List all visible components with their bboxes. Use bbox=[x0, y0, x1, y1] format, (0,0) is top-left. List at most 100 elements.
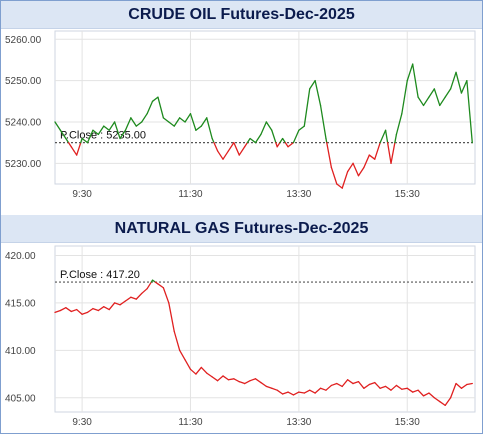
price-line-segment bbox=[157, 283, 165, 289]
price-line-segment bbox=[162, 117, 170, 123]
price-line-segment bbox=[124, 296, 132, 302]
price-line-segment bbox=[386, 141, 392, 164]
price-line-segment bbox=[271, 387, 278, 391]
price-line-segment bbox=[97, 125, 105, 136]
price-line-segment bbox=[374, 141, 381, 160]
price-line-segment bbox=[346, 379, 354, 385]
price-line-segment bbox=[249, 137, 257, 144]
price-line-segment bbox=[325, 137, 328, 144]
y-tick-label: 5240.00 bbox=[5, 117, 42, 128]
price-line-segment bbox=[92, 307, 100, 312]
price-line-segment bbox=[284, 141, 289, 148]
price-line-segment bbox=[168, 302, 175, 333]
price-line-segment bbox=[336, 183, 343, 189]
price-line-segment bbox=[222, 375, 230, 381]
price-line-segment bbox=[279, 137, 284, 144]
price-line-segment bbox=[265, 385, 273, 389]
price-line-segment bbox=[119, 129, 127, 140]
price-line-segment bbox=[113, 121, 121, 140]
price-line-segment bbox=[216, 150, 224, 160]
price-line-segment bbox=[352, 380, 360, 385]
price-line-segment bbox=[195, 125, 202, 131]
price-line-segment bbox=[303, 389, 311, 394]
price-line-segment bbox=[65, 307, 72, 313]
price-line-segment bbox=[59, 129, 67, 140]
price-line-segment bbox=[162, 287, 170, 304]
price-line-segment bbox=[325, 384, 333, 391]
x-tick-label: 9:30 bbox=[72, 417, 92, 428]
price-line-segment bbox=[341, 170, 349, 189]
chart-title: CRUDE OIL Futures-Dec-2025 bbox=[1, 1, 482, 29]
price-line-segment bbox=[314, 79, 322, 107]
price-line-segment bbox=[374, 381, 381, 389]
price-line-segment bbox=[200, 366, 208, 374]
price-line-segment bbox=[394, 133, 398, 144]
price-line-segment bbox=[287, 391, 295, 396]
plot-area bbox=[54, 245, 476, 413]
price-line-segment bbox=[449, 71, 457, 90]
price-line-segment bbox=[395, 384, 403, 390]
y-tick-label: 405.00 bbox=[5, 393, 36, 404]
price-line-segment bbox=[178, 349, 186, 361]
price-line-segment bbox=[249, 378, 257, 382]
price-line-segment bbox=[384, 385, 392, 391]
y-tick-label: 415.00 bbox=[5, 298, 36, 309]
price-line-segment bbox=[352, 162, 360, 177]
price-line-segment bbox=[146, 281, 152, 290]
price-line-segment bbox=[173, 117, 181, 127]
prev-close-label: P.Close : 417.20 bbox=[60, 269, 140, 281]
price-line-segment bbox=[412, 389, 419, 393]
price-line-segment bbox=[346, 162, 354, 173]
price-line-segment bbox=[455, 71, 463, 94]
price-line-segment bbox=[292, 129, 300, 144]
y-tick-label: 420.00 bbox=[5, 251, 36, 262]
price-line-segment bbox=[70, 146, 75, 152]
price-line-segment bbox=[119, 300, 127, 306]
price-line-segment bbox=[238, 380, 246, 385]
price-line-segment bbox=[287, 141, 295, 148]
price-line-segment bbox=[422, 96, 430, 107]
x-tick-label: 13:30 bbox=[286, 189, 311, 200]
price-line-segment bbox=[54, 309, 62, 314]
price-line-segment bbox=[246, 137, 251, 144]
price-line-segment bbox=[412, 63, 419, 98]
price-line-segment bbox=[384, 129, 389, 144]
price-line-segment bbox=[444, 397, 452, 407]
price-line-segment bbox=[401, 79, 408, 115]
y-tick-label: 5230.00 bbox=[5, 159, 42, 170]
price-line-segment bbox=[466, 79, 473, 144]
price-line-segment bbox=[265, 121, 273, 131]
price-line-segment bbox=[466, 382, 473, 386]
price-line-segment bbox=[271, 129, 277, 144]
price-line-segment bbox=[439, 400, 446, 407]
price-line-segment bbox=[428, 88, 436, 98]
price-line-segment bbox=[238, 146, 246, 156]
price-line-segment bbox=[281, 137, 286, 144]
price-line-segment bbox=[67, 141, 72, 148]
y-tick-label: 410.00 bbox=[5, 346, 36, 357]
price-line-segment bbox=[135, 121, 143, 127]
price-line-segment bbox=[309, 79, 316, 90]
price-line-segment bbox=[65, 137, 70, 144]
price-line-segment bbox=[81, 137, 89, 144]
price-line-segment bbox=[449, 382, 457, 399]
price-line-segment bbox=[157, 96, 165, 119]
price-line-segment bbox=[444, 88, 452, 98]
price-line-segment bbox=[276, 389, 284, 395]
price-line-segment bbox=[363, 383, 370, 389]
crude-oil-panel: CRUDE OIL Futures-Dec-2025 5230.00 5240.0… bbox=[1, 1, 482, 214]
price-line-segment bbox=[460, 79, 468, 94]
price-line-segment bbox=[433, 397, 441, 403]
price-line-segment bbox=[76, 308, 83, 315]
price-line-segment bbox=[298, 391, 305, 394]
price-line-segment bbox=[195, 366, 202, 375]
price-line-segment bbox=[417, 389, 425, 397]
price-line-segment bbox=[281, 391, 289, 395]
price-line-segment bbox=[260, 121, 268, 136]
price-line-segment bbox=[326, 141, 333, 169]
price-line-segment bbox=[108, 302, 116, 311]
price-line-segment bbox=[103, 125, 110, 131]
price-line-segment bbox=[330, 382, 338, 387]
price-line-segment bbox=[406, 387, 414, 393]
